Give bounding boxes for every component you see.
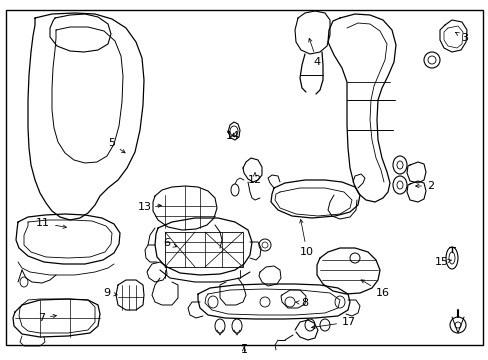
Text: 15: 15 [434, 257, 451, 267]
Text: 10: 10 [299, 220, 313, 257]
Text: 1: 1 [240, 345, 247, 355]
Text: 6: 6 [163, 238, 176, 248]
Text: 4: 4 [308, 39, 320, 67]
Text: 9: 9 [102, 288, 117, 298]
Text: 5: 5 [108, 138, 125, 153]
Text: 2: 2 [415, 181, 433, 191]
Text: 3: 3 [455, 32, 467, 43]
Text: 12: 12 [247, 172, 262, 185]
Text: 8: 8 [295, 298, 307, 308]
Text: 11: 11 [36, 218, 66, 228]
Text: 13: 13 [138, 202, 161, 212]
Text: 7: 7 [38, 313, 56, 323]
Text: 17: 17 [311, 317, 355, 329]
Text: 14: 14 [225, 131, 240, 141]
Bar [164, 232, 243, 267]
Text: 16: 16 [360, 280, 389, 298]
